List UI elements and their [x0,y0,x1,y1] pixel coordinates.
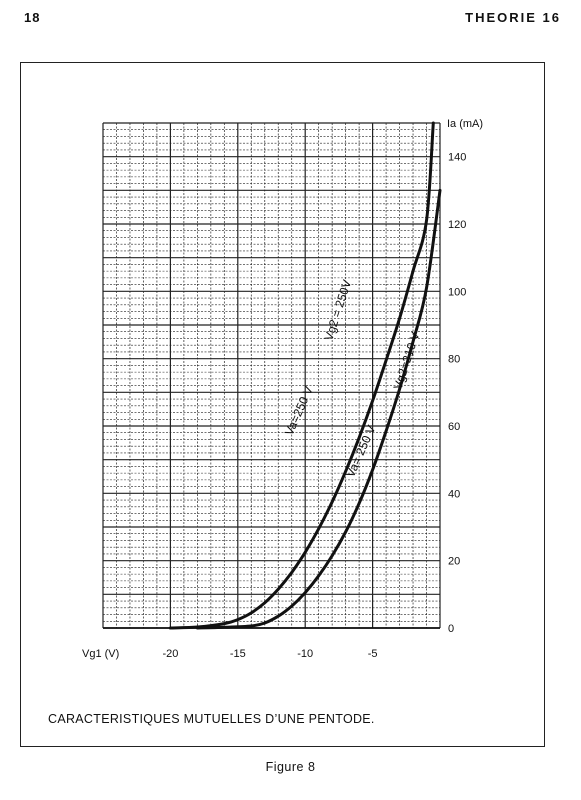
tick-labels: Vg1 (V) Ia (mA) -20 -15 -10 -5 0 20 40 60 80 100 1… [82,118,483,660]
curve-annotation: Vg2 = 250V [321,278,354,342]
x-tick-label: -20 [162,648,178,660]
major-grid [102,122,441,629]
y-tick-label: 80 [448,354,460,366]
minor-grid [103,123,440,628]
y-tick-label: 0 [448,623,454,635]
running-head: THEORIE 16 [465,10,561,25]
curve-annotation: Vg2=210 V [391,330,423,391]
figure-frame [20,62,545,747]
y-tick-label: 60 [448,421,460,433]
y-tick-label: 140 [448,152,466,164]
x-axis-label: Vg1 (V) [82,648,119,660]
y-tick-label: 40 [448,488,460,500]
series-line-1 [168,121,435,630]
series-line-2 [195,188,442,630]
y-tick-label: 100 [448,286,466,298]
curves [168,121,442,630]
y-axis-label: Ia (mA) [447,118,483,130]
x-tick-label: -5 [368,648,378,660]
x-tick-label: -15 [230,648,246,660]
y-tick-label: 20 [448,556,460,568]
page-number: 18 [24,10,41,25]
x-tick-label: -10 [297,648,313,660]
y-tick-label: 120 [448,219,466,231]
figure-caption: CARACTERISTIQUES MUTUELLES D’UNE PENTODE… [48,712,375,726]
figure-label: Figure 8 [265,760,316,774]
